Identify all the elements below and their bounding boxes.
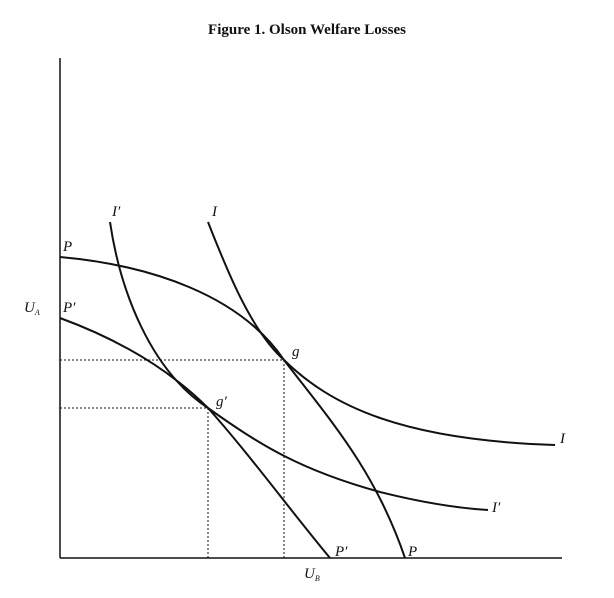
label-i-right: I	[559, 431, 566, 447]
y-axis-label-main: U	[24, 300, 36, 316]
y-axis-label: UA	[24, 300, 40, 317]
label-p-prime-right: P′	[334, 544, 348, 560]
x-axis-label-main: U	[304, 566, 316, 582]
label-p-right: P	[407, 544, 417, 560]
x-axis-label: UB	[304, 566, 320, 583]
label-p-prime-left: P′	[62, 300, 76, 316]
indifference-curve-i-prime	[109, 221, 489, 511]
x-axis-label-sub: B	[315, 574, 320, 583]
y-axis-label-sub: A	[34, 308, 40, 317]
label-point-g-prime: g′	[216, 394, 228, 410]
possibility-curve-p-prime	[59, 317, 331, 559]
label-i-top: I	[211, 204, 218, 220]
label-p-left: P	[62, 239, 72, 255]
label-point-g: g	[292, 344, 300, 360]
indifference-curve-i	[207, 221, 556, 446]
label-i-prime-top: I′	[111, 204, 121, 220]
figure-title: Figure 1. Olson Welfare Losses	[208, 22, 406, 38]
label-i-prime-right: I′	[491, 500, 501, 516]
